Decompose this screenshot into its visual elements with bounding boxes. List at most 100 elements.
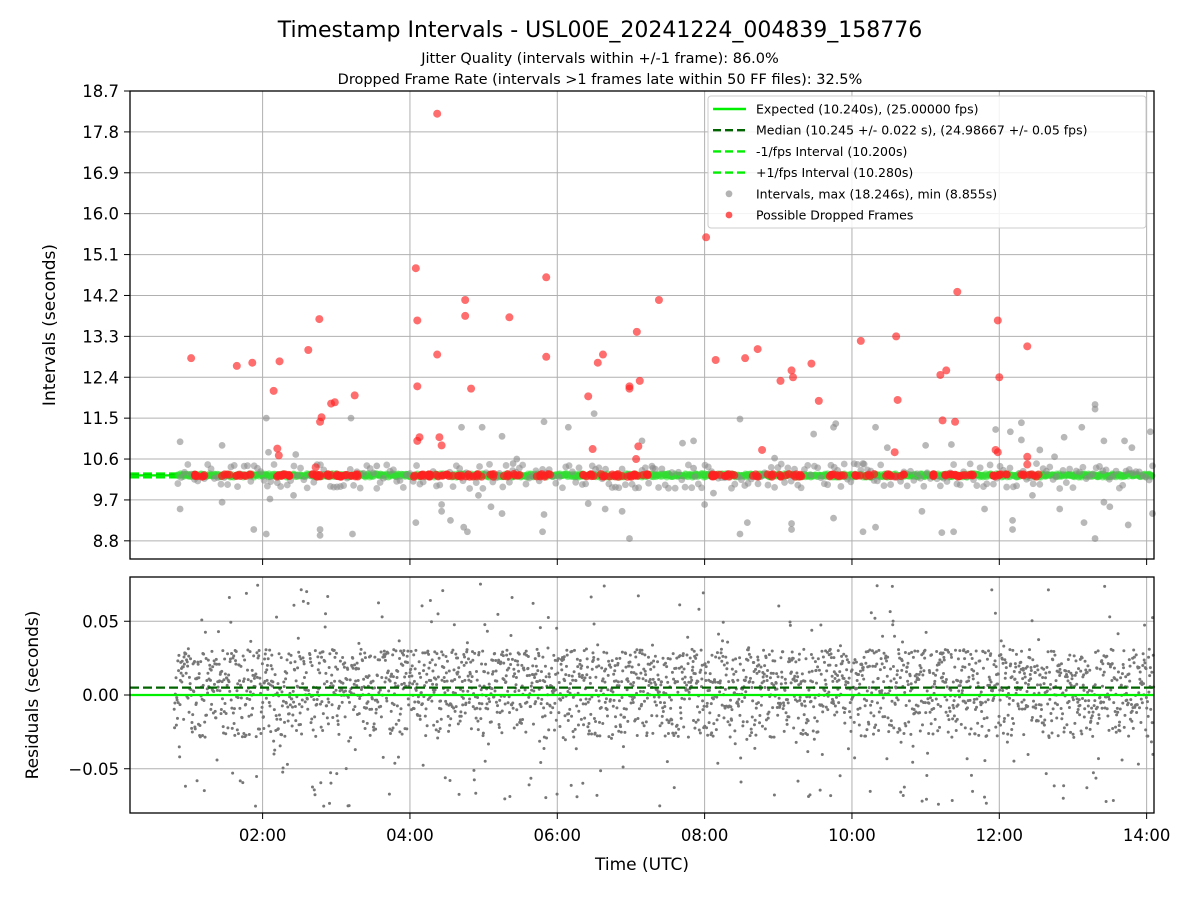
- residual-point: [418, 714, 422, 718]
- residual-point: [889, 667, 893, 671]
- residual-point: [280, 704, 284, 708]
- residual-point: [842, 652, 846, 656]
- residual-point: [1030, 619, 1034, 623]
- interval-point: [1079, 463, 1087, 471]
- residual-point: [661, 710, 665, 714]
- residual-point: [934, 673, 938, 677]
- residual-point: [965, 757, 969, 761]
- residual-point: [486, 742, 490, 746]
- residual-point: [1005, 740, 1009, 744]
- residual-point: [473, 651, 477, 655]
- residual-point: [841, 659, 845, 663]
- residual-point: [392, 703, 396, 707]
- residual-point: [658, 804, 662, 808]
- residual-point: [1022, 672, 1026, 676]
- residual-point: [221, 649, 225, 653]
- residual-point: [1029, 677, 1033, 681]
- residual-point: [631, 697, 635, 701]
- residual-point: [665, 760, 669, 764]
- residual-point: [653, 700, 657, 704]
- residual-point: [298, 655, 302, 659]
- residual-point: [847, 660, 851, 664]
- residual-point: [775, 672, 779, 676]
- residual-point: [177, 653, 181, 657]
- residual-point: [340, 688, 344, 692]
- residual-point: [629, 682, 633, 686]
- interval-point: [346, 465, 354, 473]
- residual-point: [308, 657, 312, 661]
- residual-point: [1004, 666, 1008, 670]
- residual-point: [377, 601, 381, 605]
- residual-point: [371, 725, 375, 729]
- residual-point: [802, 713, 806, 717]
- residual-point: [515, 708, 519, 712]
- residual-point: [949, 652, 953, 656]
- residual-point: [383, 680, 387, 684]
- residual-point: [712, 722, 716, 726]
- residual-point: [290, 697, 294, 701]
- residual-point: [829, 652, 833, 656]
- residual-point: [1039, 714, 1043, 718]
- residual-point: [1104, 800, 1108, 804]
- residual-point: [287, 712, 291, 716]
- residual-point: [232, 722, 236, 726]
- residual-point: [789, 681, 793, 685]
- interval-outlier-point: [1009, 516, 1016, 524]
- residual-point: [258, 676, 262, 680]
- residual-point: [844, 654, 848, 658]
- residual-point: [541, 655, 545, 659]
- residual-point: [900, 668, 904, 672]
- residual-point: [935, 668, 939, 672]
- interval-point: [950, 461, 958, 468]
- residual-point: [1016, 704, 1020, 708]
- residual-point: [804, 657, 808, 661]
- residual-point: [577, 672, 581, 676]
- residual-point: [539, 760, 543, 764]
- residual-point: [1052, 649, 1056, 653]
- residual-point: [1075, 710, 1079, 714]
- residual-point: [609, 665, 613, 669]
- residual-point: [1106, 714, 1110, 718]
- interval-point: [472, 479, 480, 486]
- residual-point: [763, 727, 767, 731]
- interval-point: [877, 461, 885, 469]
- residual-point: [541, 715, 545, 719]
- residual-point: [576, 665, 580, 669]
- residual-point: [650, 643, 654, 647]
- residual-point: [477, 651, 481, 655]
- residual-point: [625, 688, 629, 692]
- residual-point: [1123, 713, 1127, 717]
- residual-point: [629, 670, 633, 674]
- residual-point: [1029, 668, 1033, 672]
- dropped-frame-outlier: [311, 463, 320, 472]
- interval-outlier-point: [1051, 453, 1058, 461]
- interval-point: [174, 480, 182, 487]
- residual-point: [990, 588, 994, 592]
- residual-point: [453, 678, 457, 682]
- dropped-frame-outlier: [588, 445, 597, 454]
- residual-point: [202, 699, 206, 703]
- dropped-frame-point: [277, 471, 286, 480]
- residual-point: [967, 679, 971, 683]
- residual-point: [789, 670, 793, 674]
- residual-point: [1086, 690, 1090, 694]
- residual-point: [399, 649, 403, 653]
- residual-point: [754, 733, 758, 737]
- residual-point: [367, 674, 371, 678]
- residual-point: [509, 662, 513, 666]
- residual-points: [172, 582, 1156, 808]
- interval-point: [840, 460, 848, 468]
- residual-point: [632, 680, 636, 684]
- residual-point: [806, 750, 810, 754]
- residual-point: [652, 659, 656, 663]
- residual-point: [381, 755, 385, 759]
- residual-point: [264, 696, 268, 700]
- residual-point: [1100, 659, 1104, 663]
- residual-point: [474, 791, 478, 795]
- residual-point: [340, 700, 344, 704]
- residual-point: [710, 731, 714, 735]
- residual-point: [696, 679, 700, 683]
- residual-point: [474, 716, 478, 720]
- residual-point: [596, 657, 600, 661]
- dropped-frame-outlier: [634, 442, 643, 451]
